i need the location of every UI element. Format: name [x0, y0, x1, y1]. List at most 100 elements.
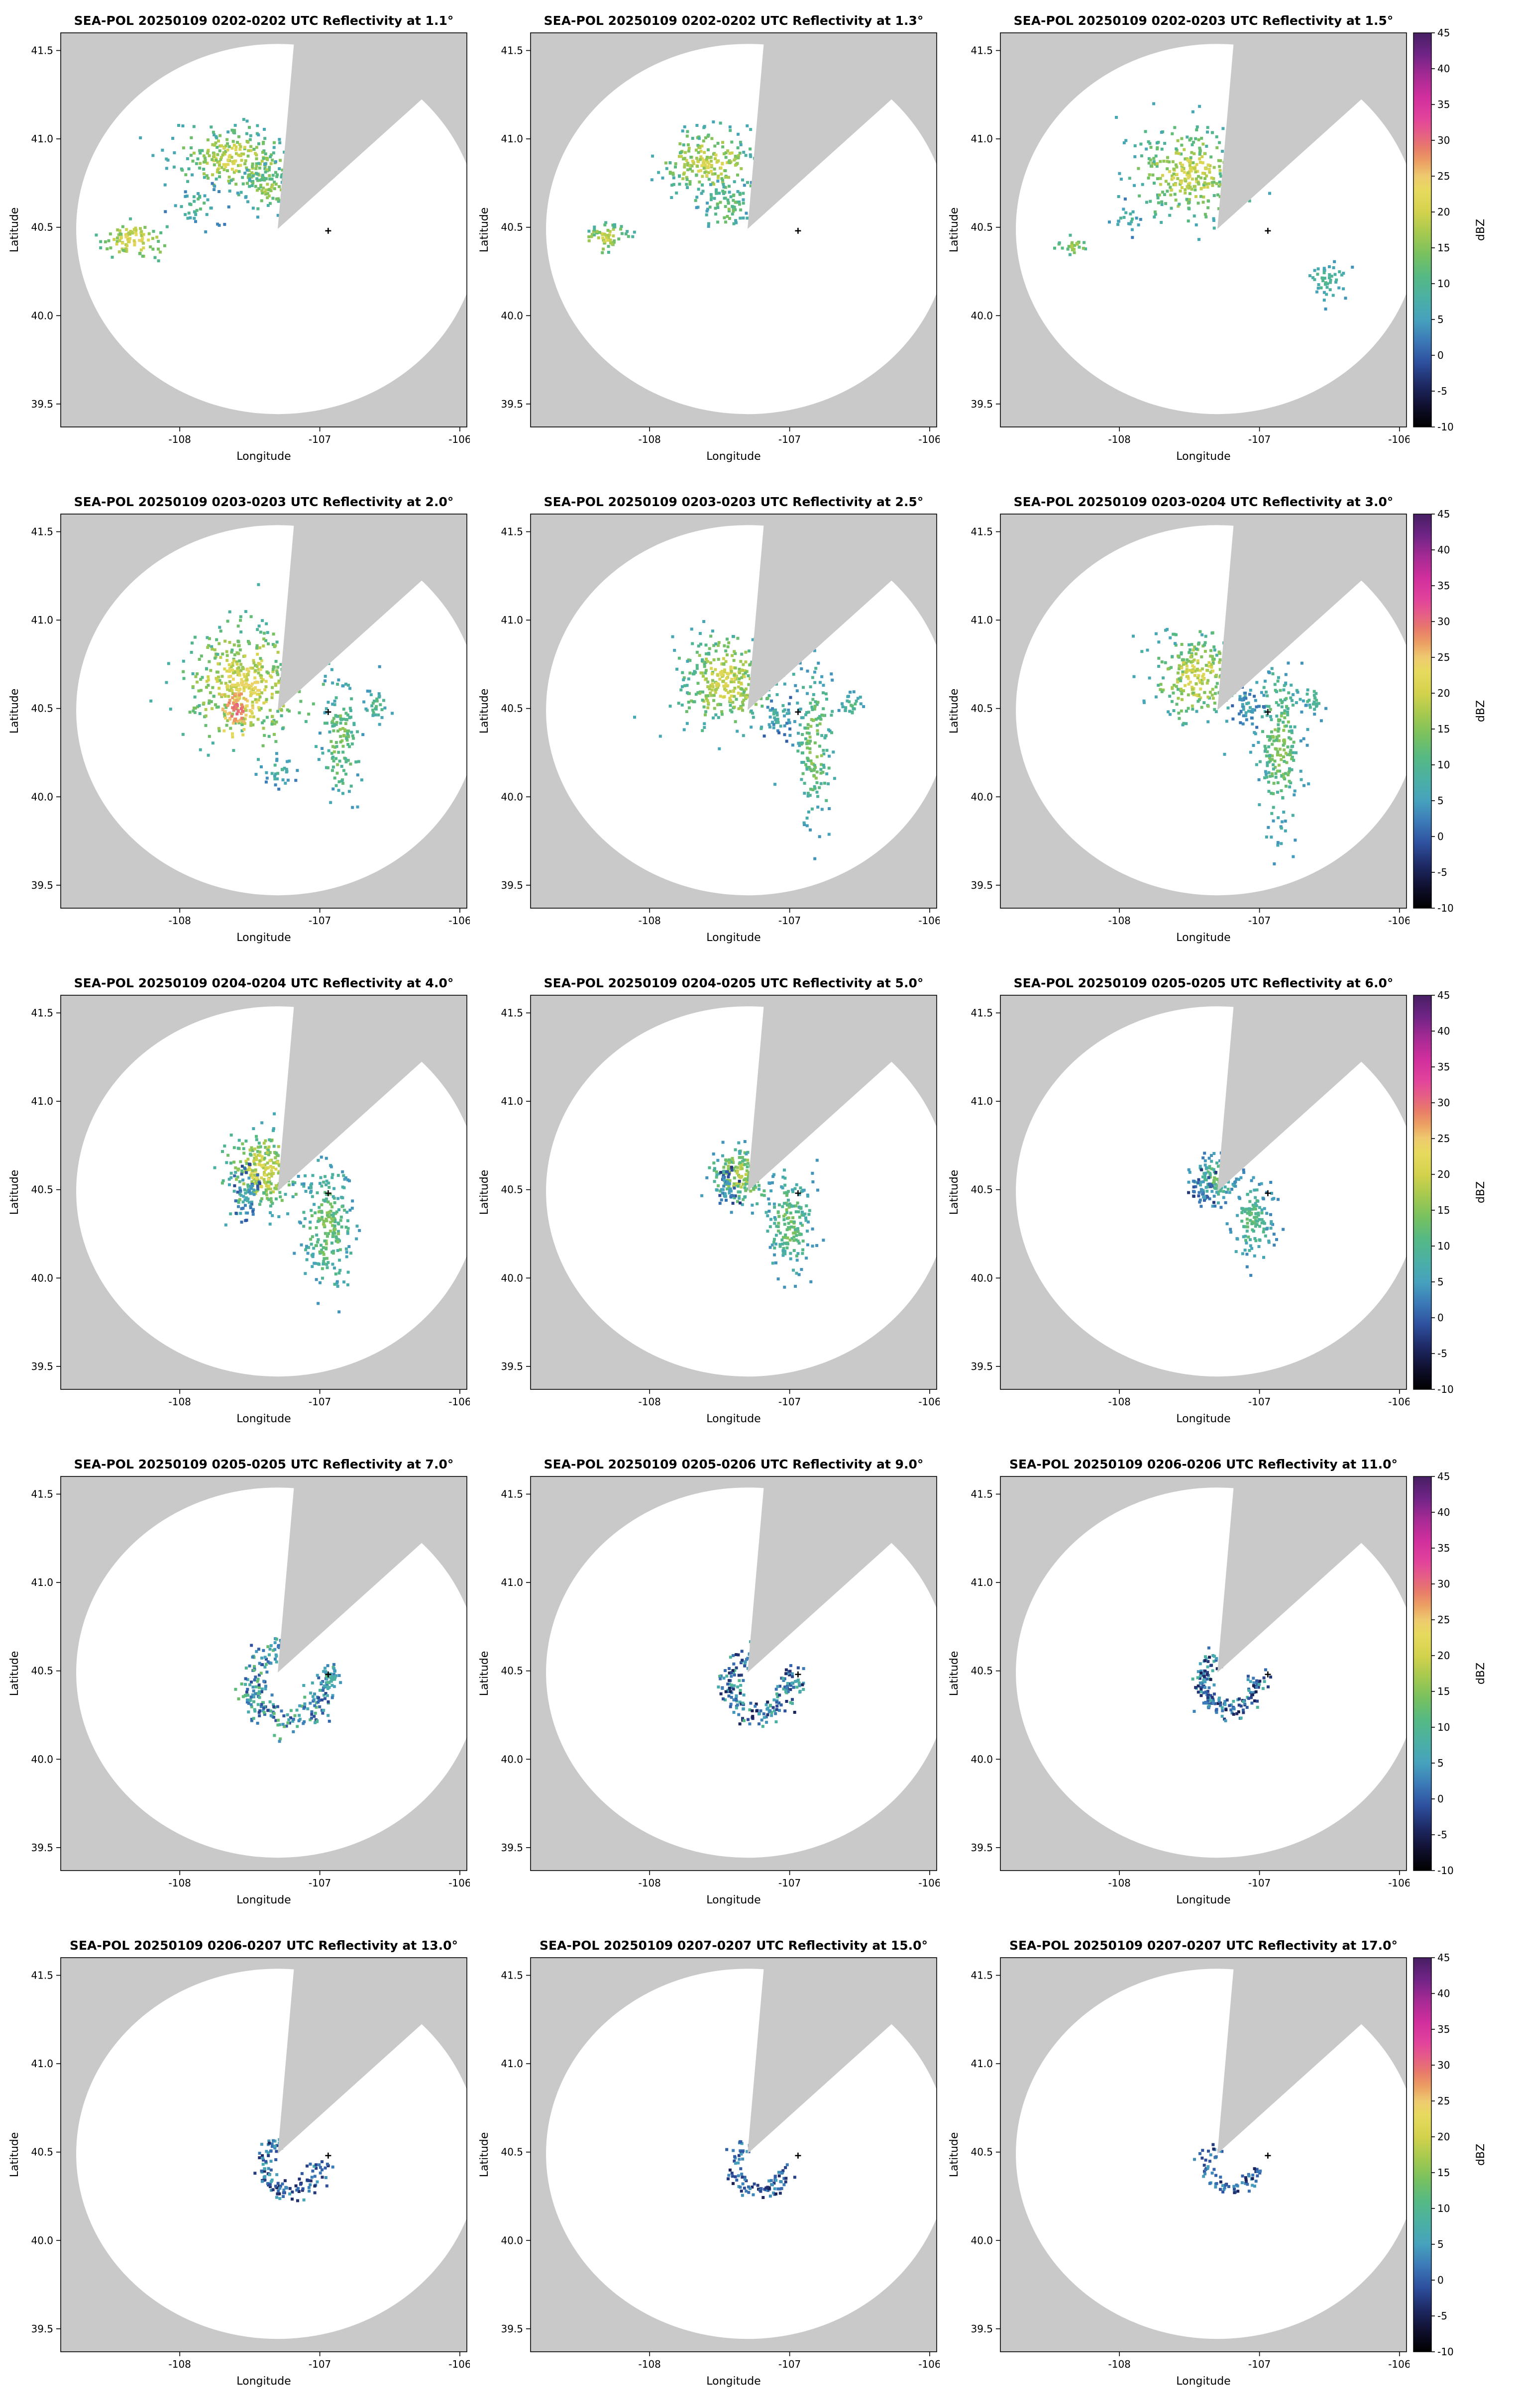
colorbar-tick-label: 5	[1437, 314, 1444, 325]
x-tick-label: -107	[778, 433, 801, 445]
x-tick-label: -106	[448, 1396, 470, 1408]
x-tick-label: -108	[169, 915, 191, 927]
colorbar-tick-label: 45	[1437, 1952, 1450, 1964]
colorbar-tick-label: 25	[1437, 170, 1450, 182]
x-tick-label: -108	[639, 433, 661, 445]
y-tick-label: 41.5	[501, 1007, 523, 1019]
colorbar-tick-label: -10	[1437, 421, 1454, 433]
x-tick-label: -106	[448, 2358, 470, 2370]
colorbar-tick-label: -10	[1437, 1865, 1454, 1877]
colorbar-tick-label: 35	[1437, 99, 1450, 110]
panel-14: SEA-POL 20250109 0207-0207 UTC Reflectiv…	[470, 1925, 940, 2406]
x-tick-label: -106	[1388, 2358, 1409, 2370]
x-tick-label: -108	[639, 1396, 661, 1408]
panel-12: SEA-POL 20250109 0206-0206 UTC Reflectiv…	[940, 1444, 1409, 1925]
x-tick-label: -107	[309, 1877, 331, 1889]
y-axis-label: Latitude	[478, 208, 491, 253]
x-tick-label: -107	[309, 433, 331, 445]
x-tick-label: -108	[1108, 915, 1131, 927]
y-tick-label: 41.0	[501, 1576, 523, 1588]
figure-row-1: SEA-POL 20250109 0202-0202 UTC Reflectiv…	[0, 0, 1517, 481]
y-tick-label: 40.5	[971, 1665, 993, 1677]
colorbar-tick-label: -5	[1437, 1829, 1447, 1841]
colorbar-tick-label: 45	[1437, 989, 1450, 1001]
colorbar-tick-label: 35	[1437, 1061, 1450, 1073]
colorbar-tick-label: 5	[1437, 2238, 1444, 2250]
y-axis-label: Latitude	[948, 2132, 961, 2178]
x-tick-label: -106	[1388, 1396, 1409, 1408]
colorbar-tick-label: 40	[1437, 1025, 1450, 1037]
colorbar-tick-label: -10	[1437, 2346, 1454, 2358]
x-tick-label: -107	[309, 915, 331, 927]
radar-panel-svg: SEA-POL 20250109 0204-0205 UTC Reflectiv…	[470, 962, 940, 1444]
y-tick-label: 40.0	[31, 2234, 53, 2246]
y-tick-label: 41.5	[971, 1488, 993, 1500]
colorbar-tick-label: -5	[1437, 385, 1447, 397]
y-tick-label: 39.5	[971, 2323, 993, 2335]
x-axis-label: Longitude	[706, 450, 760, 463]
y-tick-label: 40.5	[501, 703, 523, 715]
colorbar-tick-label: 45	[1437, 508, 1450, 520]
colorbar-gradient	[1413, 514, 1431, 908]
colorbar-tick-label: 35	[1437, 2023, 1450, 2035]
y-tick-label: 40.0	[971, 2234, 993, 2246]
radar-panel-svg: SEA-POL 20250109 0202-0202 UTC Reflectiv…	[0, 0, 470, 481]
x-tick-label: -108	[639, 2358, 661, 2370]
colorbar-tick-label: 20	[1437, 687, 1450, 699]
y-tick-label: 40.5	[971, 2146, 993, 2158]
y-axis-label: Latitude	[478, 1651, 491, 1696]
x-tick-label: -106	[448, 915, 470, 927]
panel-title: SEA-POL 20250109 0205-0206 UTC Reflectiv…	[544, 1457, 924, 1471]
colorbar-tick-label: 45	[1437, 1470, 1450, 1482]
colorbar-label: dBZ	[1475, 700, 1487, 722]
colorbar-tick-label: 15	[1437, 1204, 1450, 1216]
y-tick-label: 40.0	[31, 791, 53, 803]
y-tick-label: 41.0	[31, 1095, 53, 1107]
colorbar-tick-label: 10	[1437, 2202, 1450, 2214]
x-tick-label: -107	[1248, 433, 1271, 445]
x-axis-label: Longitude	[1176, 450, 1230, 463]
panel-title: SEA-POL 20250109 0207-0207 UTC Reflectiv…	[1009, 1938, 1398, 1953]
x-tick-label: -106	[448, 1877, 470, 1889]
y-tick-label: 41.5	[971, 45, 993, 57]
panel-title: SEA-POL 20250109 0206-0206 UTC Reflectiv…	[1009, 1457, 1398, 1471]
y-tick-label: 39.5	[501, 879, 523, 891]
y-tick-label: 40.0	[31, 310, 53, 321]
colorbar-tick-label: 5	[1437, 1276, 1444, 1288]
x-tick-label: -107	[309, 2358, 331, 2370]
y-tick-label: 41.5	[31, 45, 53, 57]
colorbar-label: dBZ	[1475, 1181, 1487, 1203]
y-axis-label: Latitude	[948, 1170, 961, 1215]
y-tick-label: 39.5	[971, 1842, 993, 1854]
colorbar-tick-label: 20	[1437, 2131, 1450, 2143]
colorbar-tick-label: 25	[1437, 1133, 1450, 1145]
colorbar-tick-label: 30	[1437, 1578, 1450, 1590]
colorbar-tick-label: 40	[1437, 1988, 1450, 1999]
y-tick-label: 40.5	[31, 2146, 53, 2158]
y-tick-label: 41.0	[31, 1576, 53, 1588]
x-tick-label: -107	[1248, 1396, 1271, 1408]
y-tick-label: 41.5	[971, 1970, 993, 1982]
y-axis-label: Latitude	[8, 689, 21, 734]
colorbar-tick-label: -5	[1437, 866, 1447, 878]
colorbar-tick-label: 20	[1437, 206, 1450, 218]
x-tick-label: -106	[918, 433, 940, 445]
x-tick-label: -107	[1248, 915, 1271, 927]
colorbar-tick-label: 20	[1437, 1650, 1450, 1662]
y-tick-label: 40.5	[501, 1184, 523, 1196]
y-tick-label: 40.0	[31, 1753, 53, 1765]
y-tick-label: 41.5	[501, 1970, 523, 1982]
x-tick-label: -106	[918, 1877, 940, 1889]
figure-row-4: SEA-POL 20250109 0205-0205 UTC Reflectiv…	[0, 1444, 1517, 1925]
y-tick-label: 39.5	[971, 879, 993, 891]
y-tick-label: 41.0	[31, 133, 53, 145]
y-tick-label: 40.5	[501, 1665, 523, 1677]
y-tick-label: 41.0	[31, 2058, 53, 2070]
y-tick-label: 39.5	[31, 879, 53, 891]
y-tick-label: 40.0	[501, 2234, 523, 2246]
x-axis-label: Longitude	[1176, 932, 1230, 944]
y-axis-label: Latitude	[948, 1651, 961, 1696]
